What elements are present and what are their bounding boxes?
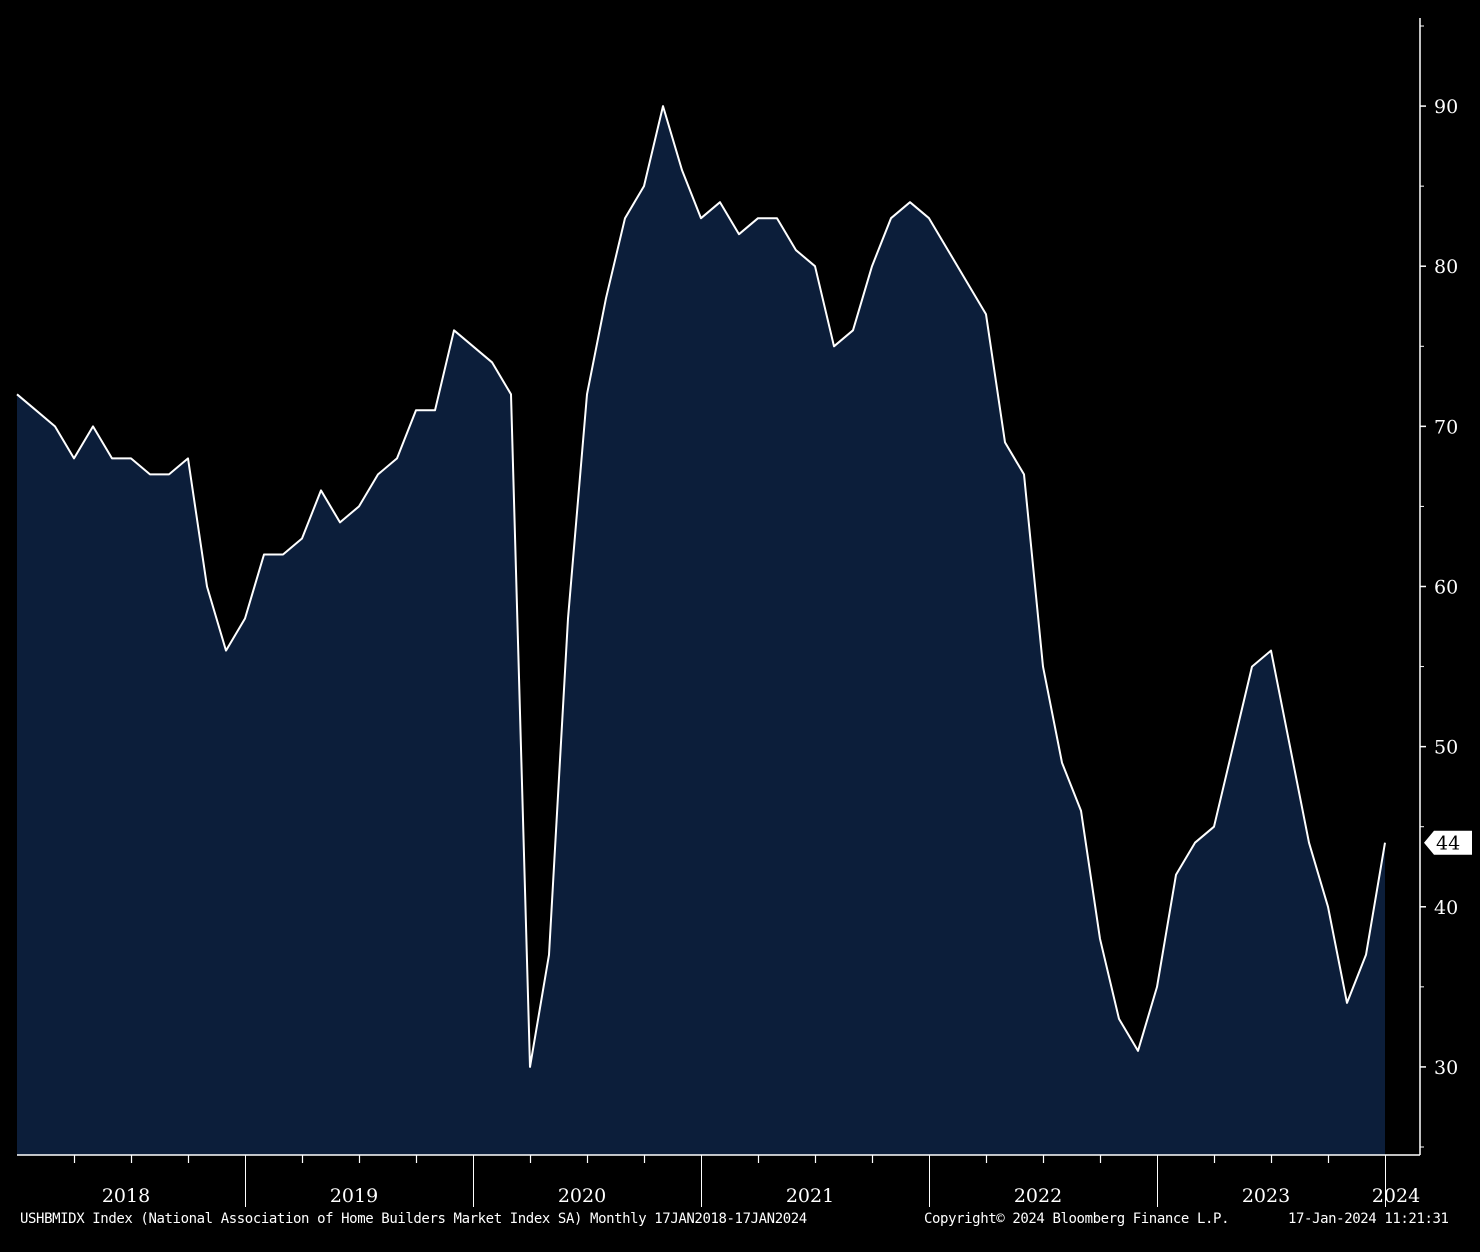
x-tick-label-2019: 2019 — [330, 1185, 378, 1207]
x-axis-ticks: 2018 2019 2020 2021 2022 2023 2024 — [73, 1155, 1420, 1207]
y-tick-label: 70 — [1434, 416, 1458, 438]
y-tick-label: 90 — [1434, 96, 1458, 118]
y-tick-label: 30 — [1434, 1057, 1458, 1079]
last-value-marker: 44 — [1424, 830, 1472, 855]
x-tick-label-2020: 2020 — [558, 1185, 606, 1207]
x-tick-label-2021: 2021 — [786, 1185, 834, 1207]
x-tick-label-2023: 2023 — [1242, 1185, 1290, 1207]
y-tick-label: 80 — [1434, 256, 1458, 278]
footer-copyright: Copyright© 2024 Bloomberg Finance L.P. — [924, 1211, 1230, 1227]
series-area-fill — [17, 106, 1385, 1156]
y-tick-label: 40 — [1434, 897, 1458, 919]
y-axis-ticks: 30 40 50 60 70 80 90 — [1420, 25, 1458, 1148]
footer-series-description: USHBMIDX Index (National Association of … — [20, 1211, 807, 1227]
last-value-label: 44 — [1436, 833, 1460, 855]
x-tick-label-2022: 2022 — [1014, 1185, 1062, 1207]
footer-timestamp: 17-Jan-2024 11:21:31 — [1288, 1211, 1449, 1227]
y-tick-label: 60 — [1434, 577, 1458, 599]
last-value-box — [1424, 830, 1472, 855]
x-tick-label-2018: 2018 — [102, 1185, 150, 1207]
y-tick-label: 50 — [1434, 737, 1458, 759]
series-line — [16, 105, 1386, 1068]
x-tick-label-2024: 2024 — [1372, 1185, 1420, 1207]
